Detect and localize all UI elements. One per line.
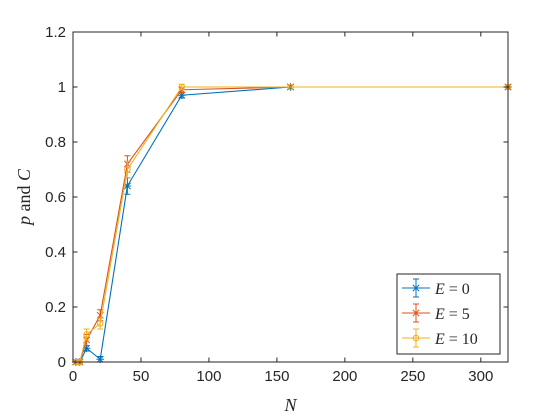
x-axis-label: N — [283, 395, 297, 415]
x-tick-label: 200 — [332, 368, 357, 385]
data-point — [83, 331, 90, 338]
legend-label: E = 5 — [434, 306, 470, 323]
legend-marker — [412, 309, 420, 317]
legend-label: E = 0 — [434, 281, 470, 298]
y-tick-label: 0 — [58, 354, 66, 371]
x-tick-label: 300 — [468, 368, 493, 385]
y-tick-label: 0.4 — [45, 244, 66, 261]
x-tick-label: 50 — [133, 368, 150, 385]
y-tick-label: 0.8 — [45, 134, 66, 151]
y-tick-label: 1 — [58, 79, 66, 96]
x-tick-label: 0 — [69, 368, 77, 385]
y-axis-label-var2: C — [14, 168, 34, 181]
legend-entry-1: E = 5 — [402, 303, 470, 323]
series-line — [75, 86, 508, 363]
legend-label: E = 10 — [434, 331, 478, 348]
data-point — [96, 320, 104, 327]
error-bar — [124, 160, 131, 179]
error-bar — [97, 317, 104, 330]
legend-marker — [412, 284, 420, 292]
y-tick-label: 1.2 — [45, 24, 66, 41]
legend-entry-0: E = 0 — [402, 278, 470, 298]
error-bar — [83, 328, 90, 341]
x-tick-label: 250 — [400, 368, 425, 385]
y-tick-label: 0.6 — [45, 189, 66, 206]
data-point — [178, 83, 186, 91]
data-point — [287, 83, 294, 91]
x-tick-label: 100 — [196, 368, 221, 385]
x-tick-label: 150 — [264, 368, 289, 385]
tick-layer — [72, 31, 508, 363]
tick-label-layer: 0 50 100 150 200 250 300 0 0.2 0.4 0.6 0.8 1 1.2 — [45, 24, 493, 385]
legend-entry-2: E = 10 — [402, 328, 478, 348]
y-tick-label: 0.2 — [45, 299, 66, 316]
y-axis-label-var1: p — [14, 216, 34, 227]
legend: E = 0 E = 5 E = 10 — [396, 273, 501, 355]
y-axis-label-word: and — [14, 181, 34, 216]
y-axis-label: p and C — [14, 168, 34, 227]
data-point — [124, 166, 131, 173]
legend-marker — [412, 334, 420, 342]
